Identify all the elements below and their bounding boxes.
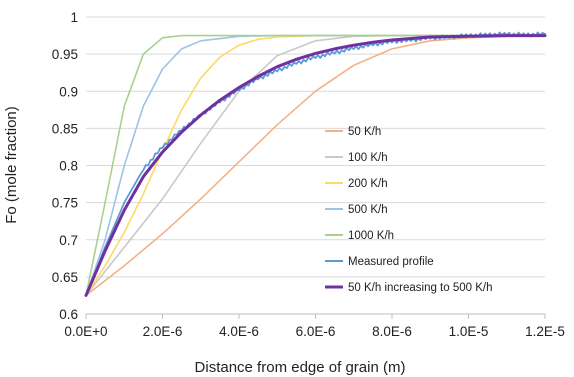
series-line-50-k-h-increasing-to-500-k-h [84,34,547,297]
x-tick-label: 4.0E-6 [219,324,259,339]
series-line-1000-k-h [85,34,546,297]
x-tick-label: 6.0E-6 [296,324,336,339]
y-tick-label: 0.8 [59,159,78,174]
legend-label: 200 K/h [348,178,388,190]
legend-label: 100 K/h [348,152,388,164]
y-tick-label: 0.65 [52,270,78,285]
legend-label: 500 K/h [348,204,388,216]
y-tick-label: 1 [70,10,78,25]
x-axis-title: Distance from edge of grain (m) [195,359,406,376]
legend: 50 K/h 100 K/h 200 K/h 500 K/h 1000 K/h Measu… [325,126,493,294]
legend-label: 1000 K/h [348,230,394,242]
series-lines [84,31,547,297]
x-tick-label: 1.2E-5 [525,324,565,339]
gridlines [85,16,546,319]
legend-label: 50 K/h increasing to 500 K/h [348,282,493,294]
y-axis-title: Fo (mole fraction) [3,106,20,224]
x-tick-label: 0.0E+0 [64,324,107,339]
y-tick-label: 0.85 [52,121,78,136]
x-tick-label: 1.0E-5 [449,324,489,339]
x-tick-label: 8.0E-6 [372,324,412,339]
y-tick-label: 0.95 [52,47,78,62]
y-tick-label: 0.75 [52,196,78,211]
x-tick-label: 2.0E-6 [143,324,183,339]
y-tick-label: 0.7 [59,233,78,248]
y-tick-label: 0.9 [59,84,78,99]
legend-label: 50 K/h [348,126,381,138]
legend-label: Measured profile [348,256,434,268]
axis-tick-labels: 0.6 0.65 0.7 0.75 0.8 0.85 0.9 0.95 1 0.0E+0 2.0E-… [52,10,565,339]
y-tick-label: 0.6 [59,307,78,322]
